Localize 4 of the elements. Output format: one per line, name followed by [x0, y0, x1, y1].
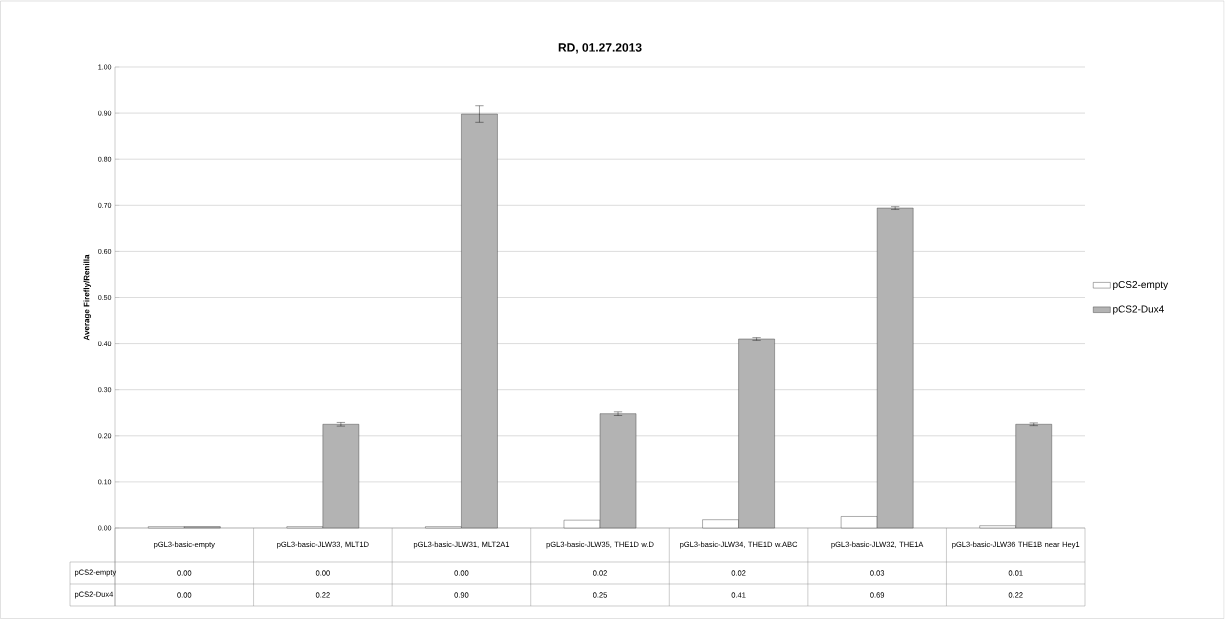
- legend-label: pCS2-Dux4: [1113, 305, 1164, 315]
- y-axis-title: Average Firefly/Renilla: [83, 254, 91, 341]
- chart-title: RD, 01.27.2013: [558, 43, 642, 54]
- legend-label: pCS2-empty: [1113, 281, 1169, 291]
